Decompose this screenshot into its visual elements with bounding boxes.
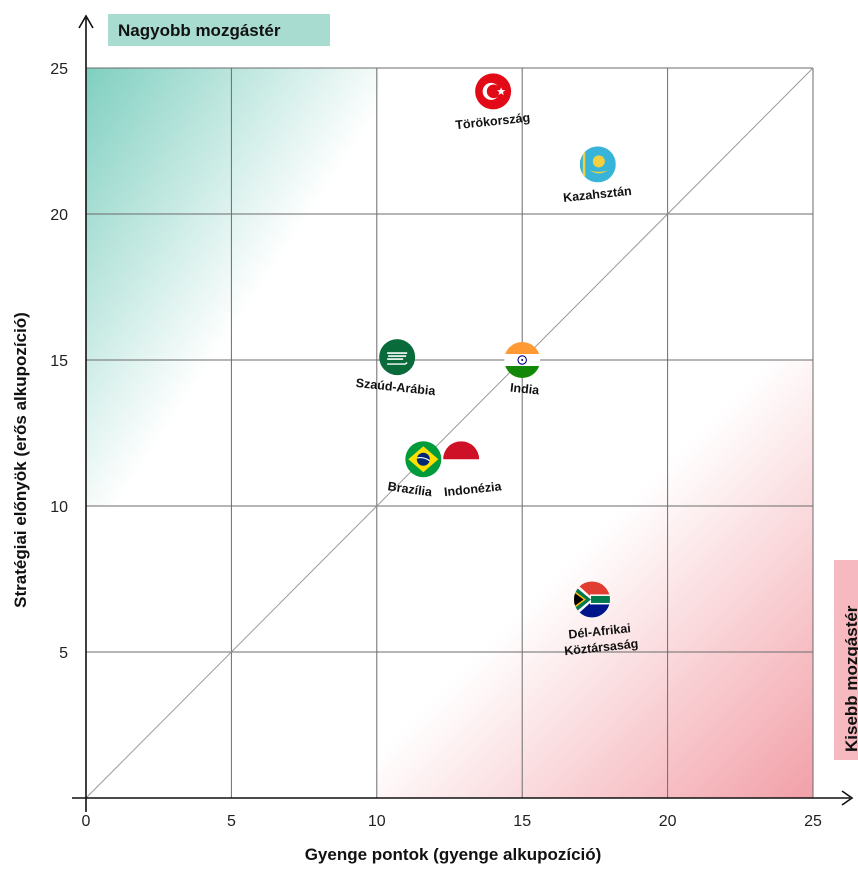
y-axis-title: Stratégiai előnyök (erős alkupozíció) [11,312,30,608]
saudi-arabia-flag-icon [379,339,416,376]
south-africa-flag-icon [573,581,610,618]
point-label: India [509,381,541,398]
y-tick-label: 20 [50,207,68,224]
grid [86,67,814,798]
x-axis-title: Gyenge pontok (gyenge alkupozíció) [305,845,602,864]
y-tick-label: 25 [50,61,68,78]
x-tick-label: 10 [368,813,386,830]
y-tick-label: 15 [50,353,68,370]
data-point: Törökország [455,73,531,132]
upper-left-region [86,68,379,507]
lower-region-tag-text: Kisebb mozgástér [842,605,858,752]
x-axis-arrow-icon [841,790,854,806]
x-tick-label: 25 [804,813,822,830]
x-tick-labels: 0 5 10 15 20 25 [82,813,822,830]
turkey-flag-icon [475,73,512,110]
data-point: India [504,342,541,398]
diagonal-line [85,67,814,799]
region-shading [86,68,813,798]
upper-region-tag-box [108,14,330,46]
india-flag-icon [504,342,541,378]
y-tick-label: 10 [50,499,68,516]
lower-right-region [378,360,813,798]
y-tick-label: 5 [59,645,68,662]
y-tick-labels: 5 10 15 20 25 [50,61,68,662]
y-axis-arrow-icon [78,14,94,29]
point-label: Törökország [455,110,531,132]
brazil-flag-icon [405,441,442,478]
kazakhstan-flag-icon [579,146,616,183]
data-point: Indonézia [443,441,503,499]
lower-region-tag: Kisebb mozgástér [834,560,858,760]
axes [72,14,854,812]
data-point: Brazília [387,441,442,499]
point-label: Kazahsztán [562,184,632,205]
x-tick-label: 5 [227,813,236,830]
lower-region-tag-box [834,560,858,760]
point-label: Indonézia [443,479,503,499]
diagonal-reference-line [85,67,814,799]
point-label: Brazília [387,479,434,499]
data-point: Dél-AfrikaiKöztársaság [564,581,639,658]
x-tick-label: 20 [659,813,677,830]
x-tick-label: 15 [513,813,531,830]
upper-region-tag: Nagyobb mozgástér [108,14,330,46]
indonesia-flag-icon [443,441,480,460]
data-point: Kazahsztán [562,146,632,205]
x-tick-label: 0 [82,813,91,830]
upper-region-tag-text: Nagyobb mozgástér [118,21,281,40]
